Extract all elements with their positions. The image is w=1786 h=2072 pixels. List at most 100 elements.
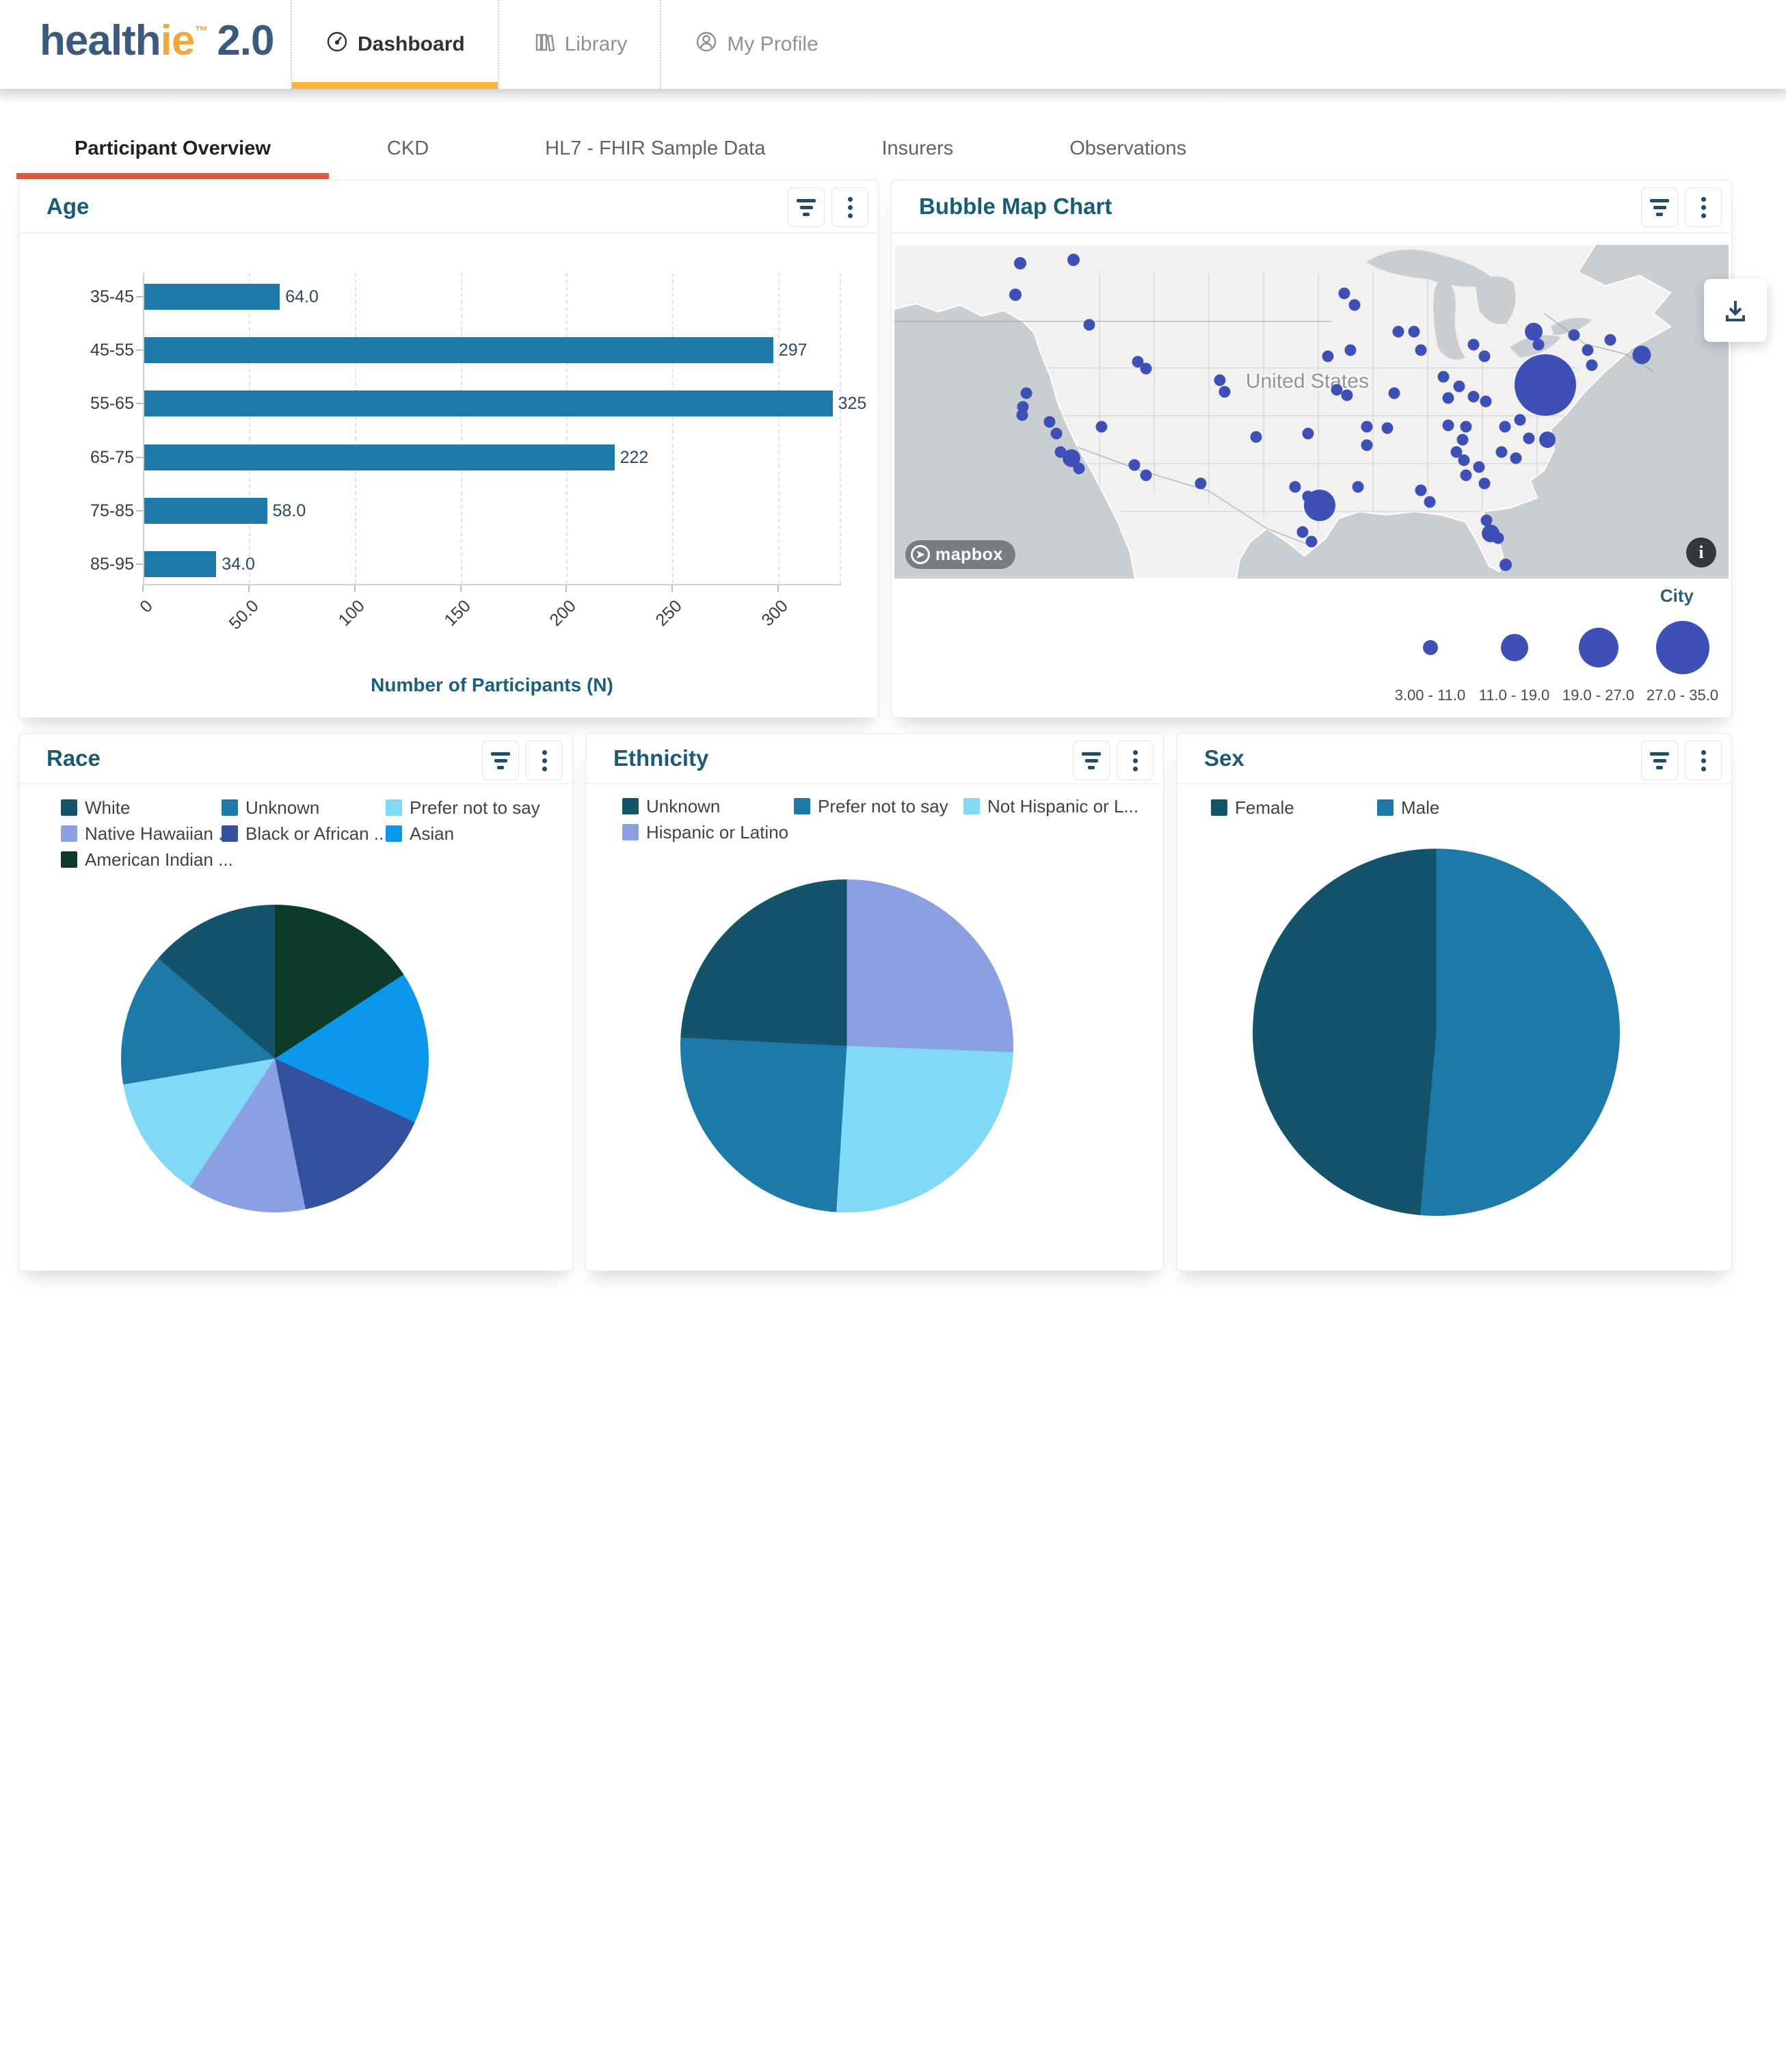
legend-item-unknown[interactable]: Unknown (622, 793, 794, 819)
legend-item-male[interactable]: Male (1377, 795, 1439, 821)
kebab-icon (847, 196, 853, 202)
map-bubble (1392, 326, 1404, 338)
map-bubble (1020, 387, 1032, 399)
filter-button[interactable] (1073, 741, 1110, 780)
tab-ckd[interactable]: CKD (329, 118, 487, 179)
legend-item-american-indian-[interactable]: American Indian ... (61, 847, 233, 873)
more-options-button[interactable] (526, 741, 563, 780)
bar-value-label: 325 (838, 394, 867, 413)
map-bubble (1388, 387, 1400, 399)
map-bubble (1140, 469, 1152, 481)
size-legend-item: 27.0 - 35.0 (1640, 618, 1724, 704)
nav-item-label: My Profile (727, 33, 818, 55)
map-bubble (1331, 384, 1343, 396)
x-axis-line (143, 584, 841, 585)
gridline (566, 273, 568, 584)
x-tick-mark (248, 585, 250, 592)
map-bubble (1083, 319, 1095, 331)
legend-label: Black or African ... (245, 823, 389, 844)
legend-item-native-hawaiian-[interactable]: Native Hawaiian ... (61, 821, 233, 847)
gridline (840, 273, 841, 584)
bar (144, 284, 280, 310)
bar (144, 498, 267, 524)
y-tick-mark (136, 349, 143, 351)
mapbox-attribution[interactable]: ➤ mapbox (905, 540, 1015, 569)
legend-item-black-or-african-[interactable]: Black or African ... (222, 821, 389, 847)
nav-item-my-profile[interactable]: My Profile (660, 0, 851, 89)
filter-button[interactable] (1641, 741, 1678, 780)
app-logo[interactable]: healthie™ 2.0 (40, 16, 275, 65)
legend-item-prefer-not-to-say[interactable]: Prefer not to say (386, 795, 540, 821)
bar (144, 390, 833, 416)
us-bubble-map[interactable]: United States ➤ mapbox i (894, 245, 1729, 579)
filter-button[interactable] (788, 187, 825, 227)
tab-label: HL7 - FHIR Sample Data (545, 137, 766, 159)
map-bubble (1322, 350, 1334, 362)
filter-icon (491, 752, 510, 756)
nav-item-dashboard[interactable]: Dashboard (291, 0, 498, 89)
bar-value-label: 34.0 (222, 555, 255, 574)
gridline (778, 273, 780, 584)
mapbox-wordmark: mapbox (935, 544, 1003, 564)
library-icon (532, 29, 557, 59)
y-tick-mark (136, 403, 143, 404)
map-bubble (1499, 421, 1511, 433)
size-legend-circle (1655, 621, 1709, 674)
tab-insurers[interactable]: Insurers (823, 118, 1011, 179)
kebab-icon (1132, 749, 1138, 755)
legend-swatch (1211, 799, 1227, 816)
tab-hl7-fhir-sample-data[interactable]: HL7 - FHIR Sample Data (487, 118, 823, 179)
map-info-button[interactable]: i (1686, 537, 1716, 568)
map-bubble (1381, 422, 1394, 434)
legend-item-female[interactable]: Female (1211, 795, 1377, 821)
map-bubble (1218, 386, 1231, 398)
map-bubble (1296, 526, 1309, 538)
download-icon (1726, 301, 1745, 321)
legend-item-not-hispanic-or-l-[interactable]: Not Hispanic or L... (963, 793, 1138, 819)
size-legend-item: 11.0 - 19.0 (1472, 618, 1556, 704)
legend-item-prefer-not-to-say[interactable]: Prefer not to say (794, 793, 963, 819)
more-options-button[interactable] (1685, 187, 1722, 227)
legend-item-white[interactable]: White (61, 795, 222, 821)
map-bubble (1473, 461, 1485, 473)
map-bubble (1424, 496, 1436, 508)
map-bubble (1095, 421, 1108, 433)
legend-swatch (1377, 799, 1394, 816)
legend-item-hispanic-or-latino[interactable]: Hispanic or Latino (622, 819, 794, 845)
legend-swatch (963, 798, 980, 814)
legend-swatch (386, 799, 402, 816)
more-options-button[interactable] (831, 187, 868, 227)
sex-card-title: Sex (1204, 745, 1244, 771)
legend-item-asian[interactable]: Asian (386, 821, 540, 847)
legend-label: Prefer not to say (818, 795, 948, 816)
bubble-map-card-header: Bubble Map Chart (892, 181, 1731, 233)
size-legend-range: 3.00 - 11.0 (1394, 687, 1466, 704)
tab-participant-overview[interactable]: Participant Overview (16, 118, 329, 179)
legend-label: Prefer not to say (410, 797, 540, 818)
more-options-button[interactable] (1685, 741, 1722, 780)
legend-label: Hispanic or Latino (646, 821, 789, 842)
nav-item-library[interactable]: Library (497, 0, 661, 89)
y-axis-line (143, 273, 144, 585)
map-bubble (1478, 350, 1491, 362)
map-bubble (1467, 390, 1480, 403)
legend-label: Native Hawaiian ... (85, 823, 233, 844)
filter-button[interactable] (1641, 187, 1678, 227)
bubble-size-legend: 3.00 - 11.0 11.0 - 19.0 19.0 - 27.0 27.0 - … (1388, 618, 1724, 704)
ethnicity-card-header: Ethnicity (586, 734, 1163, 784)
size-legend-range: 19.0 - 27.0 (1562, 687, 1635, 704)
size-legend-circle (1422, 640, 1438, 655)
download-button[interactable] (1704, 279, 1767, 342)
map-bubble (1067, 253, 1080, 266)
more-options-button[interactable] (1117, 741, 1154, 780)
map-bubble (1302, 427, 1314, 440)
map-bubble (1341, 389, 1353, 401)
tab-observations[interactable]: Observations (1011, 118, 1244, 179)
filter-button[interactable] (482, 741, 519, 780)
legend-item-unknown[interactable]: Unknown (222, 795, 386, 821)
map-bubble (1415, 344, 1427, 356)
x-tick-mark (459, 585, 462, 592)
map-bubble (1408, 326, 1420, 338)
bar-value-label: 297 (778, 341, 808, 360)
